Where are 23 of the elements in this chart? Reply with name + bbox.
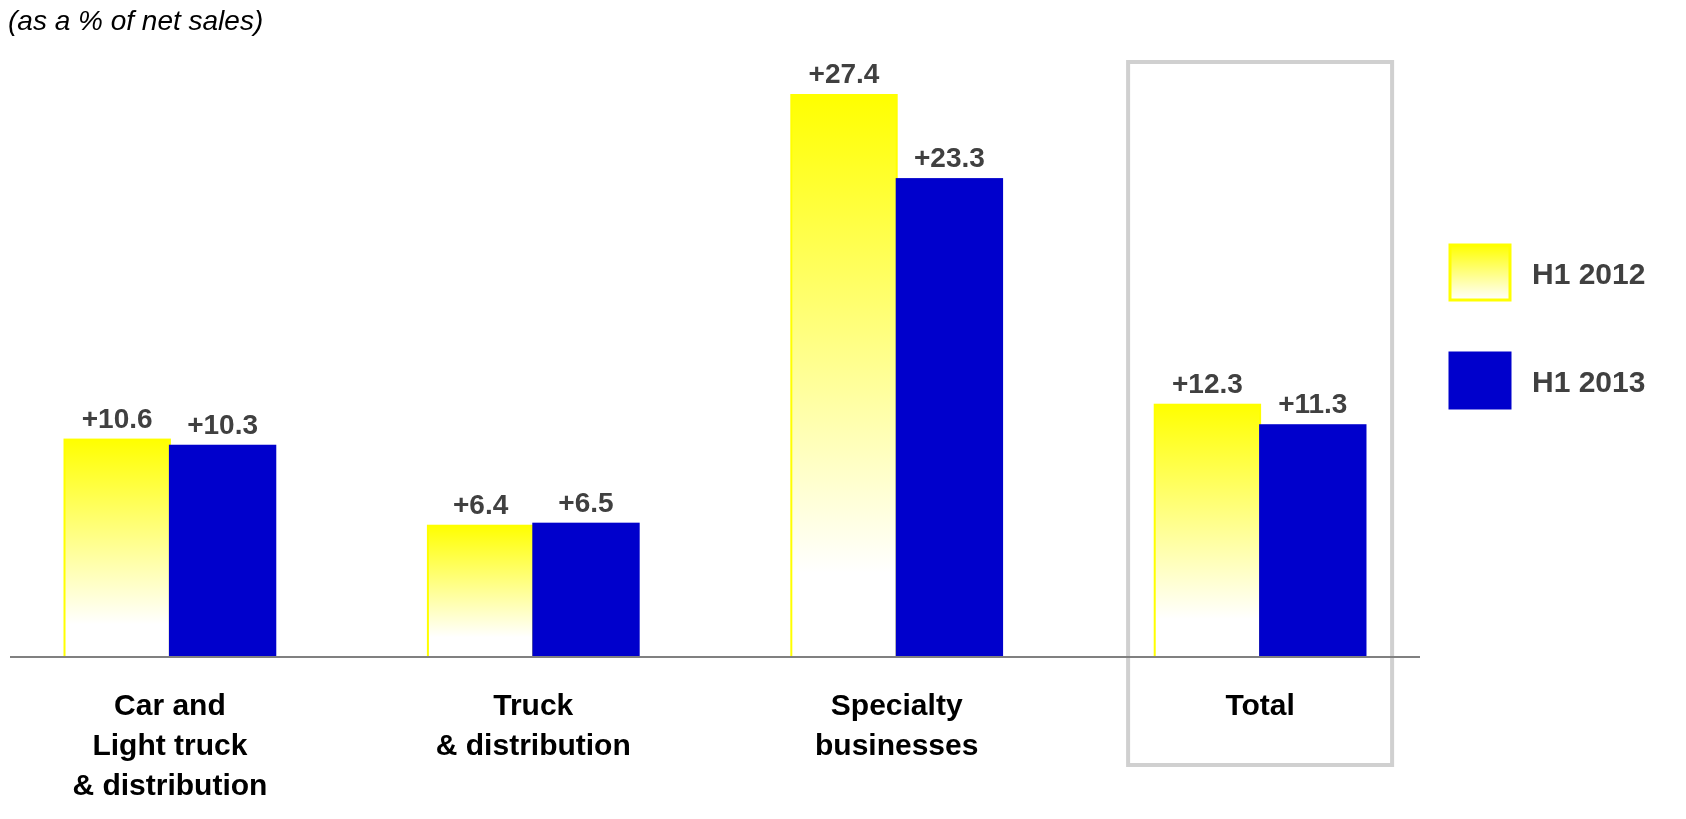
data-label: +23.3 [913,142,985,174]
x-tick-label: Specialty businesses [814,688,979,761]
x-tick-label: Truck & distribution [435,688,631,761]
data-label: +27.4 [808,58,880,89]
bar [63,438,171,658]
legend-label: H1 2013 [1532,365,1646,398]
data-label: +10.3 [187,408,259,440]
x-tick-label: Total [1225,688,1295,721]
bar [426,524,535,658]
data-label: +6.5 [558,486,614,518]
x-tick-label: Car and Light truck & distribution [72,688,268,801]
bar [532,522,640,658]
chart-title: (as a % of net sales) [8,5,264,36]
data-label: +6.4 [452,488,509,520]
data-label: +11.3 [1278,388,1348,420]
data-label: +12.3 [1171,367,1243,399]
bar [1153,403,1262,658]
bar [895,178,1004,658]
data-label: +10.6 [81,402,153,434]
bar [790,94,898,658]
legend-label: H1 2012 [1532,257,1646,290]
bar [168,444,277,658]
bar [1259,424,1367,658]
